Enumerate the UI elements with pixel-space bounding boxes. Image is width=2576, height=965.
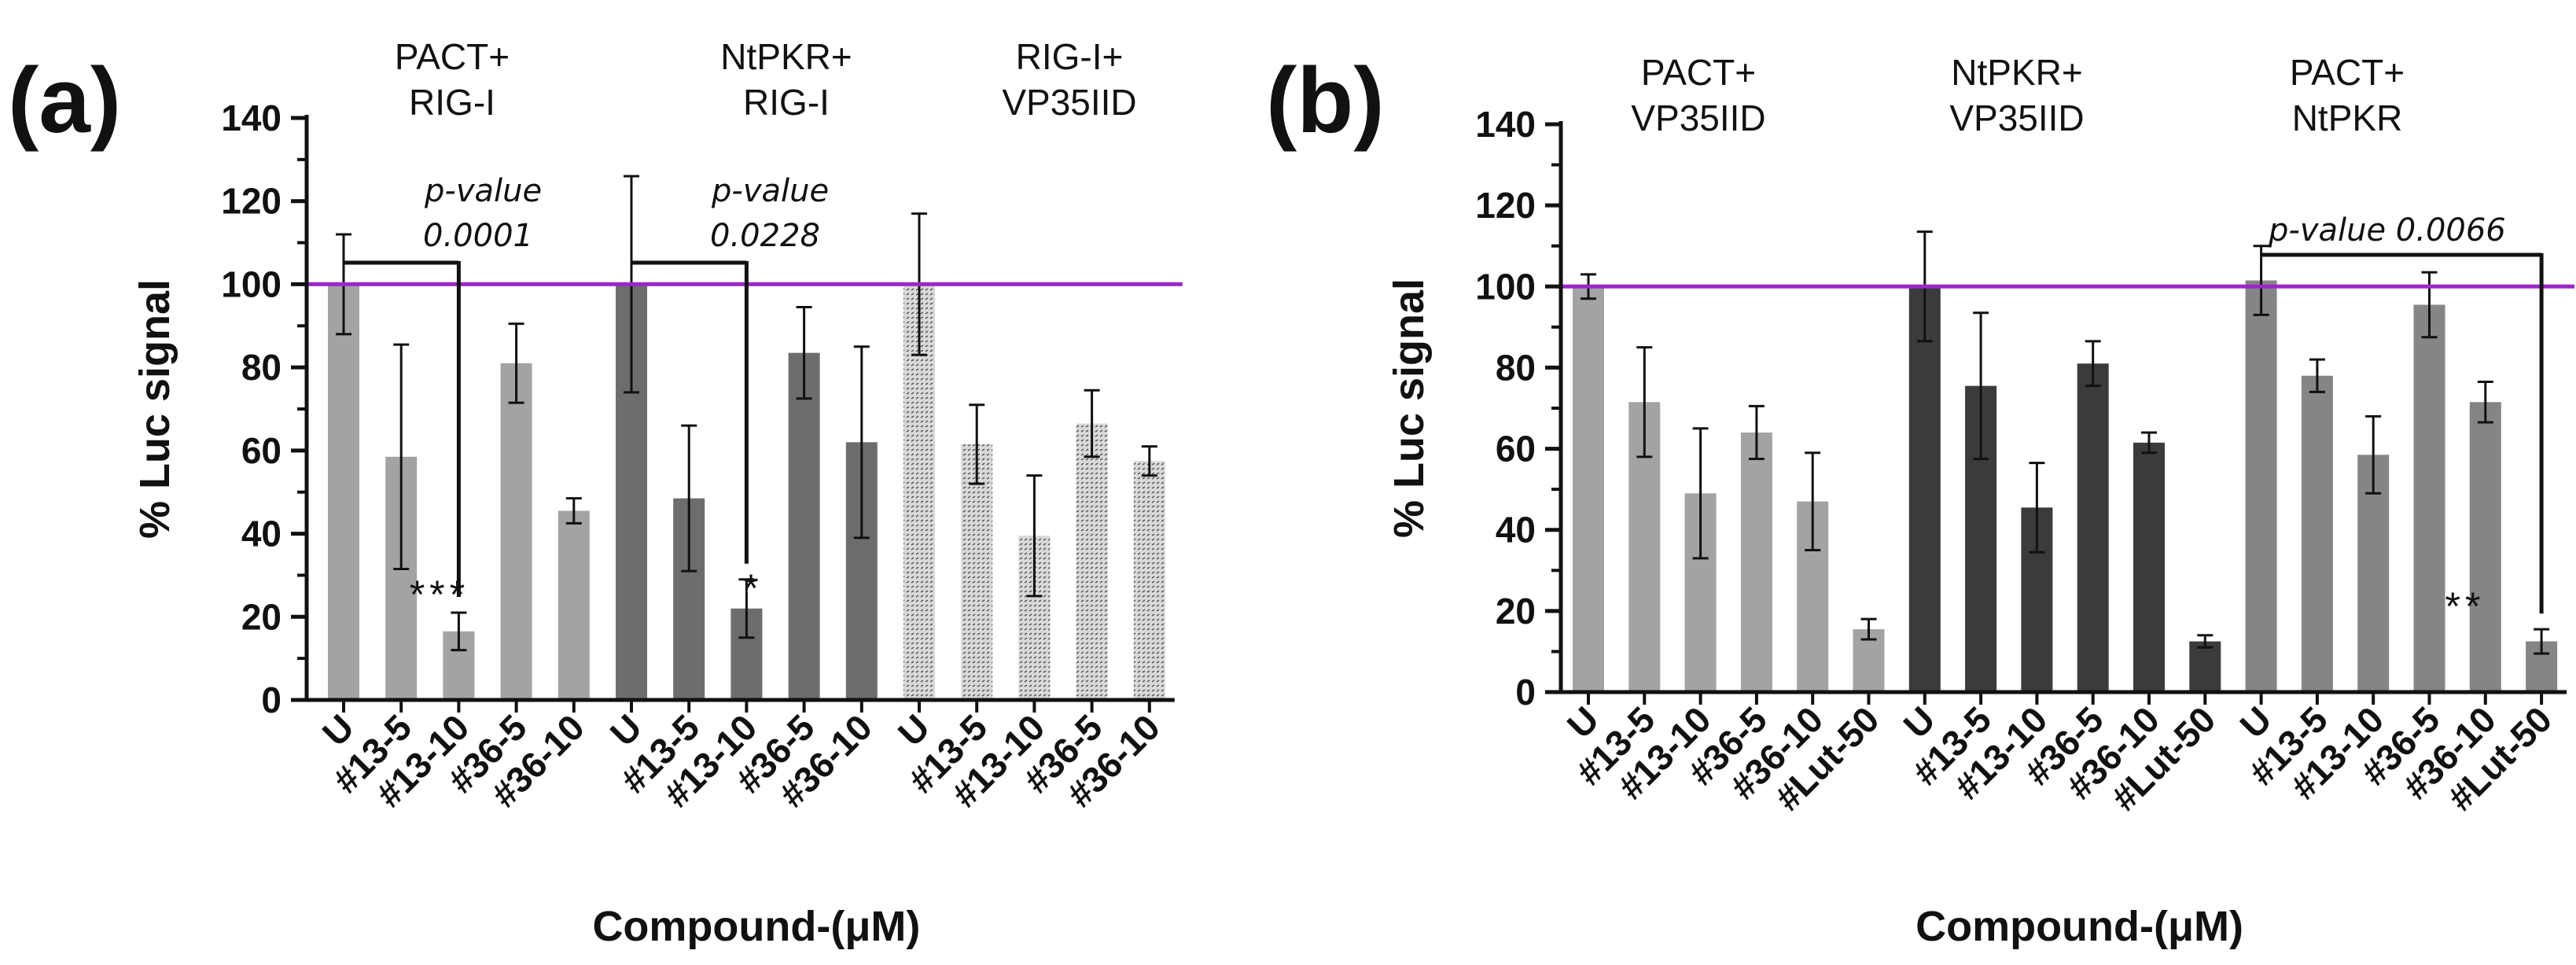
y-tick-label: 100 xyxy=(1475,266,1536,307)
y-tick-label: 0 xyxy=(1515,672,1536,713)
bar xyxy=(1076,423,1108,700)
group-title: NtPKR+ xyxy=(720,36,852,77)
y-tick-label: 80 xyxy=(241,347,282,388)
group-title: VP35IID xyxy=(1949,98,2084,138)
y-tick-label: 40 xyxy=(241,514,282,554)
bar xyxy=(788,352,820,700)
group-title: NtPKR+ xyxy=(1951,52,2082,93)
significance-stars: *** xyxy=(410,573,469,617)
panel-label: (a) xyxy=(8,49,121,153)
group-title: PACT+ xyxy=(2290,52,2405,93)
y-tick-label: 60 xyxy=(1496,429,1536,470)
group-title: PACT+ xyxy=(395,36,510,77)
group-title: RIG-I xyxy=(743,82,830,123)
y-tick-label: 80 xyxy=(1496,347,1536,388)
y-tick-label: 20 xyxy=(1496,591,1536,632)
group-title: VP35IID xyxy=(1002,82,1136,123)
panel-a: (a)% Luc signalCompound-(μM)U#13-5#13-10… xyxy=(8,36,1183,950)
bar xyxy=(2413,304,2445,692)
bar xyxy=(1740,432,1772,692)
group-title: RIG-I+ xyxy=(1016,36,1124,77)
x-axis-label: Compound-(μM) xyxy=(1915,903,2243,950)
y-tick-label: 60 xyxy=(241,430,282,471)
bar xyxy=(2133,442,2165,692)
bar xyxy=(961,444,993,700)
bar xyxy=(2301,375,2333,692)
y-tick-label: 0 xyxy=(261,680,282,720)
y-tick-label: 120 xyxy=(221,181,282,222)
significance-stars: * xyxy=(743,566,763,610)
bar xyxy=(2077,363,2109,692)
panel-b: (b)% Luc signalCompound-(μM)U#13-5#13-10… xyxy=(1266,49,2575,950)
p-value-label: p-value xyxy=(424,173,542,209)
bar xyxy=(1133,461,1165,700)
bar xyxy=(558,510,590,700)
p-value-number: 0.0001 xyxy=(423,218,533,254)
bar xyxy=(328,284,359,700)
bar xyxy=(2469,402,2501,692)
bar xyxy=(1573,286,1604,692)
bar xyxy=(2189,641,2221,692)
y-tick-label: 20 xyxy=(241,596,282,637)
y-tick-label: 140 xyxy=(1475,104,1536,145)
significance-stars: ** xyxy=(2445,584,2486,628)
bar xyxy=(1908,286,1941,692)
p-value-text: p-value 0.0066 xyxy=(2268,212,2506,249)
p-value-number: 0.0228 xyxy=(710,218,820,254)
x-axis-label: Compound-(μM) xyxy=(592,903,920,950)
bar xyxy=(2245,280,2277,692)
group-title: PACT+ xyxy=(1641,52,1756,93)
group-title: NtPKR xyxy=(2292,98,2403,138)
y-tick-label: 120 xyxy=(1475,185,1536,226)
p-value-label: p-value xyxy=(711,173,829,209)
y-axis-label: % Luc signal xyxy=(1386,278,1433,538)
group-title: RIG-I xyxy=(409,82,495,123)
y-tick-label: 140 xyxy=(221,98,282,138)
group-title: VP35IID xyxy=(1631,98,1765,138)
y-tick-label: 100 xyxy=(221,263,282,304)
y-axis-label: % Luc signal xyxy=(131,279,178,539)
y-tick-label: 40 xyxy=(1496,510,1536,551)
panel-label: (b) xyxy=(1266,49,1385,153)
bar xyxy=(500,363,532,700)
